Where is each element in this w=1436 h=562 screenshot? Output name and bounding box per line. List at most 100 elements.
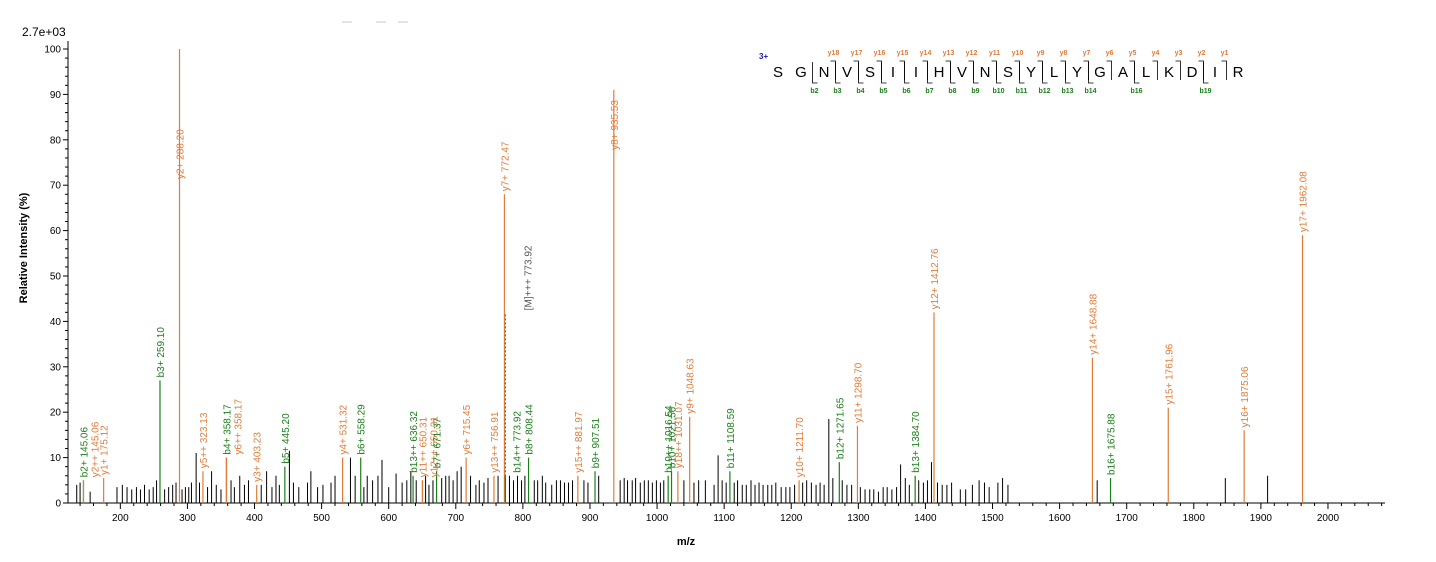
y-bracket-label: y18 (828, 50, 840, 57)
y-ion-label: y16+ 1875.06 (1240, 366, 1251, 427)
y-ion-label: y7+ 772.47 (500, 141, 511, 191)
y-bracket-label: y12 (966, 50, 978, 57)
y-ion-label: y17+ 1962.08 (1299, 171, 1310, 232)
b-bracket-label: b6 (902, 88, 910, 95)
x-tick-label: 1400 (914, 513, 937, 524)
y-bracket (1221, 60, 1227, 80)
x-tick-label: 2000 (1317, 513, 1340, 524)
b-bracket-label: b16 (1130, 88, 1142, 95)
residue: N (980, 64, 991, 81)
x-tick-label: 1800 (1183, 513, 1206, 524)
b-ion-label: b6+ 558.29 (357, 404, 368, 455)
b-ion-label: b13+ 1384.70 (911, 411, 922, 473)
y-bracket-label: y7 (1083, 50, 1091, 57)
y-ion-label: y11++ 650.31 (418, 416, 429, 477)
residue: V (957, 64, 967, 81)
b-bracket (835, 62, 841, 84)
y-ion-label: y10+ 1211.70 (795, 417, 806, 478)
b-bracket-label: b13 (1061, 88, 1073, 95)
y-ion-label: y1+ 175.12 (100, 425, 111, 475)
y-bracket-label: y5 (1129, 50, 1137, 57)
y-tick-label: 30 (50, 362, 62, 373)
b-bracket (881, 62, 887, 84)
y-ion-label: y2+ 288.20 (176, 129, 187, 179)
residue: L (1050, 64, 1058, 81)
b-bracket (858, 62, 864, 84)
y-bracket (1175, 60, 1181, 80)
residue: S (773, 64, 783, 81)
y-ion-label: y3+ 403.23 (253, 432, 264, 482)
precursor-ion-label: [M]+++ 773.92 (523, 245, 534, 310)
b-bracket (973, 62, 979, 84)
x-axis-title: m/z (677, 536, 696, 548)
b-bracket-label: b3 (833, 88, 841, 95)
y-bracket (1152, 60, 1158, 80)
y-bracket (1037, 60, 1043, 80)
y-ion-label: y6+ 715.45 (462, 404, 473, 454)
b-ion-label: b2+ 145.06 (79, 427, 90, 478)
y-bracket-label: y14 (920, 50, 932, 57)
y-tick-label: 50 (50, 272, 62, 283)
y-bracket (945, 60, 951, 80)
residue: R (1233, 64, 1244, 81)
y-bracket-label: y17 (851, 50, 863, 57)
b-bracket (996, 62, 1002, 84)
residue: H (934, 64, 945, 81)
b-ion-label: b12+ 1271.65 (835, 397, 846, 459)
y-bracket-label: y11 (989, 50, 1000, 57)
x-tick-label: 1600 (1048, 513, 1071, 524)
b-bracket-label: b11 (1016, 88, 1028, 95)
b-bracket (812, 62, 818, 84)
y-ion-label: y12+ 1412.76 (930, 248, 941, 309)
residue: G (795, 64, 807, 81)
x-tick-label: 1500 (981, 513, 1004, 524)
b-bracket-label: b10 (992, 88, 1004, 95)
x-tick-label: 300 (179, 513, 196, 524)
y-bracket (922, 60, 928, 80)
residue: V (842, 64, 852, 81)
residue: A (1118, 64, 1128, 81)
y-tick-label: 60 (50, 226, 62, 237)
y-tick-label: 20 (50, 408, 62, 419)
y-tick-label: 90 (50, 90, 62, 101)
y-ion-label: y6++ 358.17 (233, 399, 244, 455)
b-bracket-label: b4 (856, 88, 864, 95)
b-ion-label: b8+ 808.44 (525, 404, 536, 455)
residue: Y (1026, 64, 1036, 81)
y-tick-label: 80 (50, 135, 62, 146)
x-tick-label: 600 (380, 513, 397, 524)
y-bracket (1083, 60, 1089, 80)
x-tick-label: 800 (515, 513, 532, 524)
axes: 0 10 20 30 40 50 60 70 80 90 100 200 300 400 500 600 700… (44, 41, 1385, 524)
b-ion-label: b11+ 1108.59 (726, 408, 737, 468)
b-bracket (1203, 62, 1209, 84)
b-ion-label: b16+ 1675.88 (1107, 413, 1118, 475)
y-bracket-label: y15 (897, 50, 909, 57)
y-bracket (1198, 60, 1204, 80)
residue: S (865, 64, 875, 81)
y-bracket (1129, 60, 1135, 80)
y-ion-label: y18++ 1031.07 (674, 401, 685, 468)
y-ion-label: y15++ 881.97 (574, 411, 585, 473)
residue: I (1213, 64, 1217, 81)
b-bracket (1134, 62, 1140, 84)
y-ion-label: y11+ 1298.70 (853, 362, 864, 423)
x-tick-label: 1000 (646, 513, 669, 524)
b-bracket (950, 62, 956, 84)
y-bracket (853, 60, 859, 80)
b-bracket (927, 62, 933, 84)
residue: L (1142, 64, 1150, 81)
x-tick-label: 500 (313, 513, 330, 524)
b-bracket-label: b7 (925, 88, 933, 95)
y-tick-label: 10 (50, 453, 62, 464)
b-bracket-label: b14 (1084, 88, 1096, 95)
x-tick-label: 400 (246, 513, 263, 524)
residue: N (819, 64, 830, 81)
y-ion-label: y5++ 323.13 (199, 412, 210, 468)
b-bracket (904, 62, 910, 84)
x-tick-label: 1700 (1116, 513, 1139, 524)
b-ion-label: b7+ 671.37 (433, 417, 444, 468)
b-bracket-label: b9 (971, 88, 979, 95)
